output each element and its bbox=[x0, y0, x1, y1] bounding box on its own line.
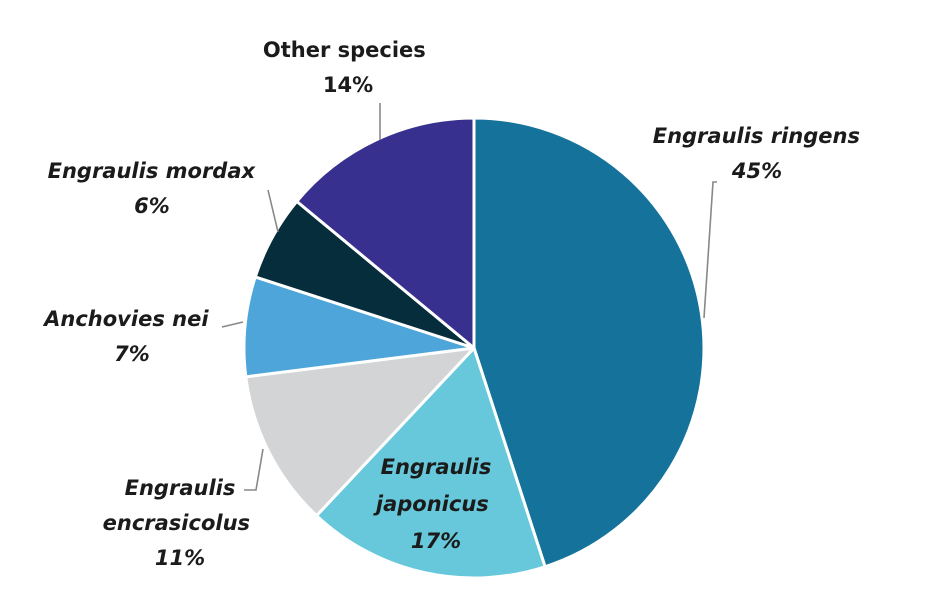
slice-engraulis-japonicus bbox=[315, 346, 547, 580]
slice-labels: Engraulis ringens 45% Engraulis japonicus… bbox=[42, 38, 868, 570]
slice-anchovies-nei bbox=[242, 275, 476, 379]
label-anchovies-nei-pct: 7% bbox=[114, 342, 150, 366]
label-engraulis-encrasicolus: Engraulis encrasicolus 11% bbox=[103, 476, 258, 570]
label-engraulis-mordax: Engraulis mordax 6% bbox=[48, 159, 263, 218]
label-anchovies-nei-name: Anchovies nei bbox=[42, 307, 209, 331]
label-engraulis-ringens: Engraulis ringens 45% bbox=[653, 124, 868, 183]
slice-engraulis-encrasicolus bbox=[244, 346, 476, 518]
label-engraulis-encrasicolus-line1: Engraulis bbox=[125, 476, 236, 500]
leader-lines bbox=[221, 103, 717, 491]
slice-other-species bbox=[295, 116, 476, 350]
pie-slices bbox=[242, 116, 706, 580]
label-engraulis-ringens-name: Engraulis ringens bbox=[653, 124, 860, 148]
leader-engraulis-ringens bbox=[703, 181, 717, 319]
leader-engraulis-mordax bbox=[267, 189, 279, 233]
label-other-species-pct: 14% bbox=[323, 73, 373, 97]
label-engraulis-japonicus-line2: japonicus bbox=[373, 492, 489, 516]
label-engraulis-encrasicolus-pct: 11% bbox=[155, 546, 205, 570]
leader-anchovies-nei bbox=[221, 321, 244, 328]
label-other-species-name: Other species bbox=[263, 38, 426, 62]
label-engraulis-japonicus-line1: Engraulis bbox=[381, 455, 492, 479]
slice-engraulis-ringens bbox=[472, 116, 706, 569]
label-engraulis-japonicus: Engraulis japonicus 17% bbox=[373, 455, 496, 553]
label-engraulis-japonicus-pct: 17% bbox=[411, 529, 461, 553]
label-anchovies-nei: Anchovies nei 7% bbox=[42, 307, 216, 366]
label-engraulis-encrasicolus-line2: encrasicolus bbox=[103, 511, 250, 535]
leader-engraulis-encrasicolus bbox=[244, 448, 264, 491]
label-engraulis-ringens-pct: 45% bbox=[731, 159, 782, 183]
label-engraulis-mordax-pct: 6% bbox=[134, 194, 170, 218]
label-other-species: Other species 14% bbox=[263, 38, 433, 97]
label-engraulis-mordax-name: Engraulis mordax bbox=[48, 159, 257, 183]
